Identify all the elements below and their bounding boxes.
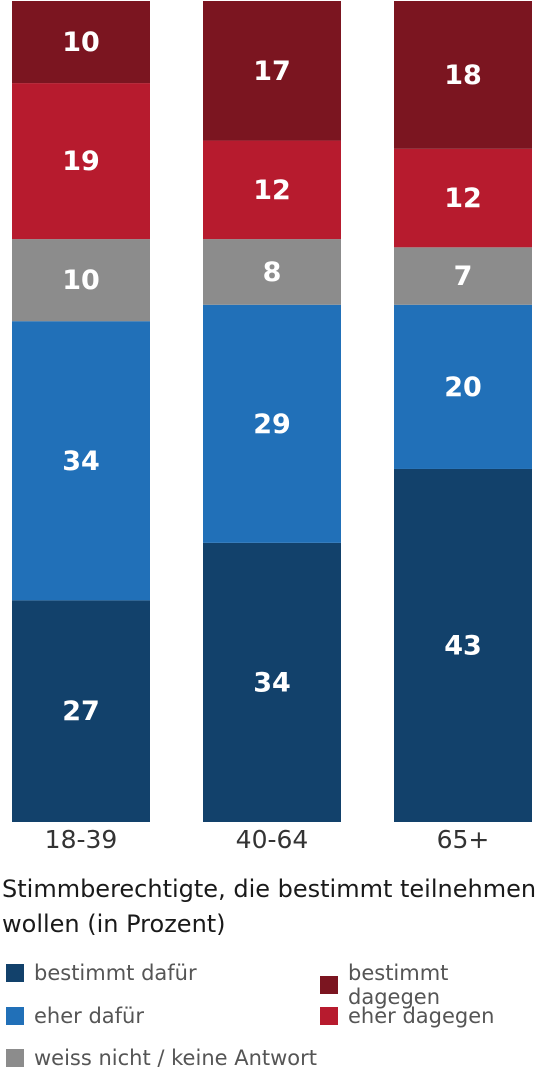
data-label-40-64-eher-daf-r: 29 bbox=[253, 409, 291, 440]
data-label-18-39-weiss-nicht-keine-antwort: 10 bbox=[62, 265, 100, 296]
bar-segment-65-eher-daf-r bbox=[394, 304, 532, 469]
legend-item-eher-daf-r: eher dafür bbox=[6, 1004, 144, 1028]
data-label-18-39-bestimmt-daf-r: 27 bbox=[62, 696, 100, 727]
x-tick-label-65: 65+ bbox=[437, 825, 490, 854]
chart-subtitle: Stimmberechtigte, die bestimmt teilnehme… bbox=[2, 875, 537, 938]
legend-label: weiss nicht / keine Antwort bbox=[34, 1046, 318, 1070]
data-label-18-39-eher-daf-r: 34 bbox=[62, 446, 100, 477]
data-label-65-eher-daf-r: 20 bbox=[444, 372, 482, 403]
bar-segment-18-39-bestimmt-dagegen bbox=[12, 1, 150, 84]
data-label-40-64-weiss-nicht-keine-antwort: 8 bbox=[263, 257, 282, 288]
legend-item-bestimmt-daf-r: bestimmt dafür bbox=[6, 961, 197, 985]
bar-segment-65-eher-dagegen bbox=[394, 148, 532, 248]
data-label-18-39-eher-dagegen: 19 bbox=[62, 146, 100, 177]
legend-item-weiss-nicht-keine-antwort: weiss nicht / keine Antwort bbox=[6, 1046, 317, 1070]
bar-segment-65-bestimmt-dagegen bbox=[394, 1, 532, 149]
bar-segment-65-bestimmt-daf-r bbox=[394, 468, 532, 822]
bar-segment-18-39-weiss-nicht-keine-antwort bbox=[12, 239, 150, 322]
bar-segment-18-39-eher-daf-r bbox=[12, 321, 150, 601]
legend-label: bestimmt dafür bbox=[34, 961, 197, 985]
bar-segment-18-39-bestimmt-daf-r bbox=[12, 600, 150, 822]
legend-swatch bbox=[320, 1007, 338, 1025]
data-label-40-64-bestimmt-daf-r: 34 bbox=[253, 667, 291, 698]
data-label-65-eher-dagegen: 12 bbox=[444, 183, 482, 214]
legend-item-bestimmt-dagegen: bestimmt dagegen bbox=[320, 961, 544, 1009]
data-label-65-bestimmt-dagegen: 18 bbox=[444, 60, 482, 91]
bar-segment-65-weiss-nicht-keine-antwort bbox=[394, 247, 532, 305]
x-tick-label-18-39: 18-39 bbox=[45, 825, 118, 854]
data-label-40-64-bestimmt-dagegen: 17 bbox=[253, 56, 291, 87]
legend-label: bestimmt dagegen bbox=[348, 961, 449, 1009]
legend-item-eher-dagegen: eher dagegen bbox=[320, 1004, 494, 1028]
bar-segment-40-64-eher-dagegen bbox=[203, 140, 341, 240]
bar-segment-40-64-eher-daf-r bbox=[203, 304, 341, 543]
bar-segment-40-64-bestimmt-daf-r bbox=[203, 542, 341, 822]
legend-label: eher dagegen bbox=[348, 1004, 495, 1028]
legend-swatch bbox=[6, 1049, 24, 1067]
legend-swatch bbox=[320, 976, 338, 994]
legend-swatch bbox=[6, 1007, 24, 1025]
legend-label: eher dafür bbox=[34, 1004, 144, 1028]
legend-swatch bbox=[6, 964, 24, 982]
stacked-bar-chart: 27 34 10 19 10 18-39 34 29 8 12 17 40-64 43 20 7 12 18 65… bbox=[12, 1, 532, 854]
bar-segment-40-64-bestimmt-dagegen bbox=[203, 1, 341, 141]
bar-segment-18-39-eher-dagegen bbox=[12, 83, 150, 240]
x-tick-label-40-64: 40-64 bbox=[236, 825, 309, 854]
data-label-65-weiss-nicht-keine-antwort: 7 bbox=[454, 261, 473, 292]
data-label-18-39-bestimmt-dagegen: 10 bbox=[62, 27, 100, 58]
bar-segment-40-64-weiss-nicht-keine-antwort bbox=[203, 239, 341, 305]
data-label-40-64-eher-dagegen: 12 bbox=[253, 175, 291, 206]
data-label-65-bestimmt-daf-r: 43 bbox=[444, 630, 482, 661]
